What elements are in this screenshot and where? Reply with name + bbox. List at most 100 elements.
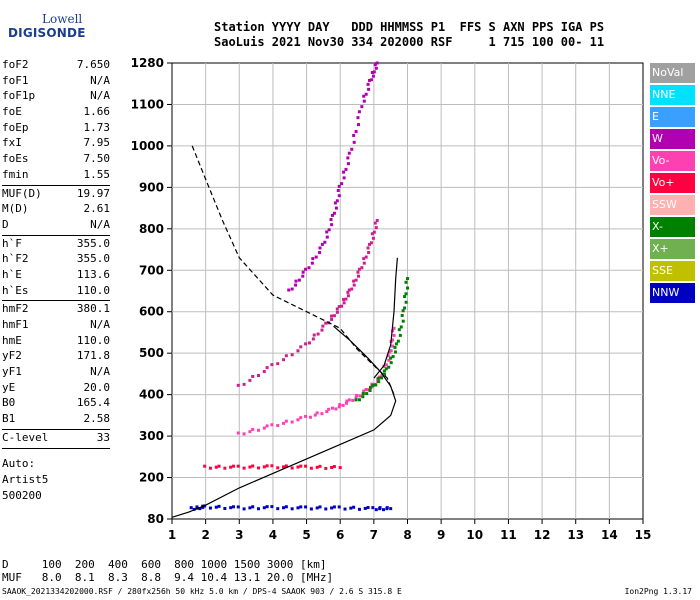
echo-point [270, 505, 274, 509]
echo-point [356, 270, 360, 274]
echo-point [366, 82, 370, 86]
parameter-panel: foF2 7.650 foF1 N/A foF1p N/A foE 1.66 foEp 1.73 f… [2, 58, 110, 450]
echo-point [313, 413, 317, 417]
echo-point [380, 374, 384, 378]
echo-point [248, 430, 252, 434]
echo-point [262, 370, 266, 374]
echo-point [374, 508, 378, 512]
echo-point [214, 465, 218, 469]
param-row: yE 20.0 [2, 381, 110, 397]
echo-point [367, 87, 371, 91]
param-row: D N/A [2, 218, 110, 234]
echo-point [311, 257, 315, 261]
echo-point [337, 505, 341, 509]
echo-point [257, 466, 261, 470]
echo-point [399, 325, 403, 329]
echo-point [347, 151, 351, 155]
echo-point [198, 507, 202, 511]
echo-point [372, 70, 376, 74]
echo-point [367, 251, 371, 255]
echo-point [329, 218, 333, 222]
echo-point [316, 332, 320, 336]
echo-point [265, 464, 269, 468]
echo-point [294, 283, 298, 287]
echo-point [388, 350, 392, 354]
echo-point [325, 410, 329, 414]
echo-point [389, 356, 393, 360]
echo-point [284, 464, 288, 468]
echo-point [371, 383, 375, 387]
param-key: hmF1 [2, 318, 29, 331]
echo-point [403, 306, 407, 310]
echo-point [299, 345, 303, 349]
echo-point [236, 431, 240, 435]
tick-label-x: 2 [201, 528, 209, 542]
param-value: 110.0 [76, 333, 110, 347]
echo-point [336, 189, 340, 193]
echo-point [366, 246, 370, 250]
echo-point [236, 383, 240, 387]
echo-point [371, 236, 375, 240]
echo-point [370, 232, 374, 236]
echo-point [392, 326, 396, 330]
echo-point [375, 61, 379, 65]
tick-label-y: 1000 [131, 139, 164, 153]
echo-point [357, 123, 361, 127]
tick-label-x: 11 [500, 528, 517, 542]
param-row: fxI 7.95 [2, 136, 110, 152]
echo-point [391, 344, 395, 348]
echo-point [373, 221, 377, 225]
echo-point [377, 376, 381, 380]
echo-point [332, 211, 336, 215]
echo-point [330, 406, 334, 410]
param-key: C-level [2, 430, 49, 444]
echo-point [296, 418, 300, 422]
param-key: h`F [2, 236, 22, 250]
echo-point [311, 337, 315, 341]
echo-point [299, 464, 303, 468]
echo-point [242, 466, 246, 470]
param-key: h`E [2, 267, 22, 281]
echo-point [338, 466, 342, 470]
tick-label-y: 600 [139, 305, 164, 319]
echo-point [389, 361, 393, 365]
echo-point [387, 358, 391, 362]
echo-point [327, 407, 331, 411]
echo-point [358, 394, 362, 398]
echo-point [363, 506, 367, 510]
echo-point [299, 505, 303, 509]
echo-point [349, 506, 353, 510]
param-value: 113.6 [76, 267, 110, 281]
tick-label-x: 8 [403, 528, 411, 542]
auto-artist: Artist5 [2, 473, 49, 486]
tick-label-x: 14 [601, 528, 618, 542]
echo-point [315, 465, 319, 469]
echo-point [367, 242, 371, 246]
echo-point [217, 504, 221, 508]
param-row: hmF2 380.1 [2, 302, 110, 318]
echo-point [342, 301, 346, 305]
param-value: 1.73 [83, 120, 111, 134]
param-row: yF1 N/A [2, 365, 110, 381]
echo-point [229, 506, 233, 510]
echo-point [282, 358, 286, 362]
param-row: foEs 7.50 [2, 152, 110, 168]
echo-point [362, 257, 366, 261]
echo-point [330, 317, 334, 321]
echo-point [389, 507, 393, 511]
param-row: foEp 1.73 [2, 121, 110, 137]
echo-point [248, 465, 252, 469]
echo-point [203, 464, 207, 468]
echo-point [335, 307, 339, 311]
echo-point [374, 66, 378, 70]
echo-point [324, 466, 328, 470]
echo-point [223, 507, 227, 511]
param-separator [2, 447, 110, 449]
echo-point [369, 241, 373, 245]
param-value: 165.4 [76, 396, 110, 410]
echo-point [257, 374, 261, 378]
echo-point [315, 411, 319, 415]
param-separator [2, 234, 110, 236]
param-row: yF2 171.8 [2, 349, 110, 365]
param-row: C-level 33 [2, 431, 110, 447]
